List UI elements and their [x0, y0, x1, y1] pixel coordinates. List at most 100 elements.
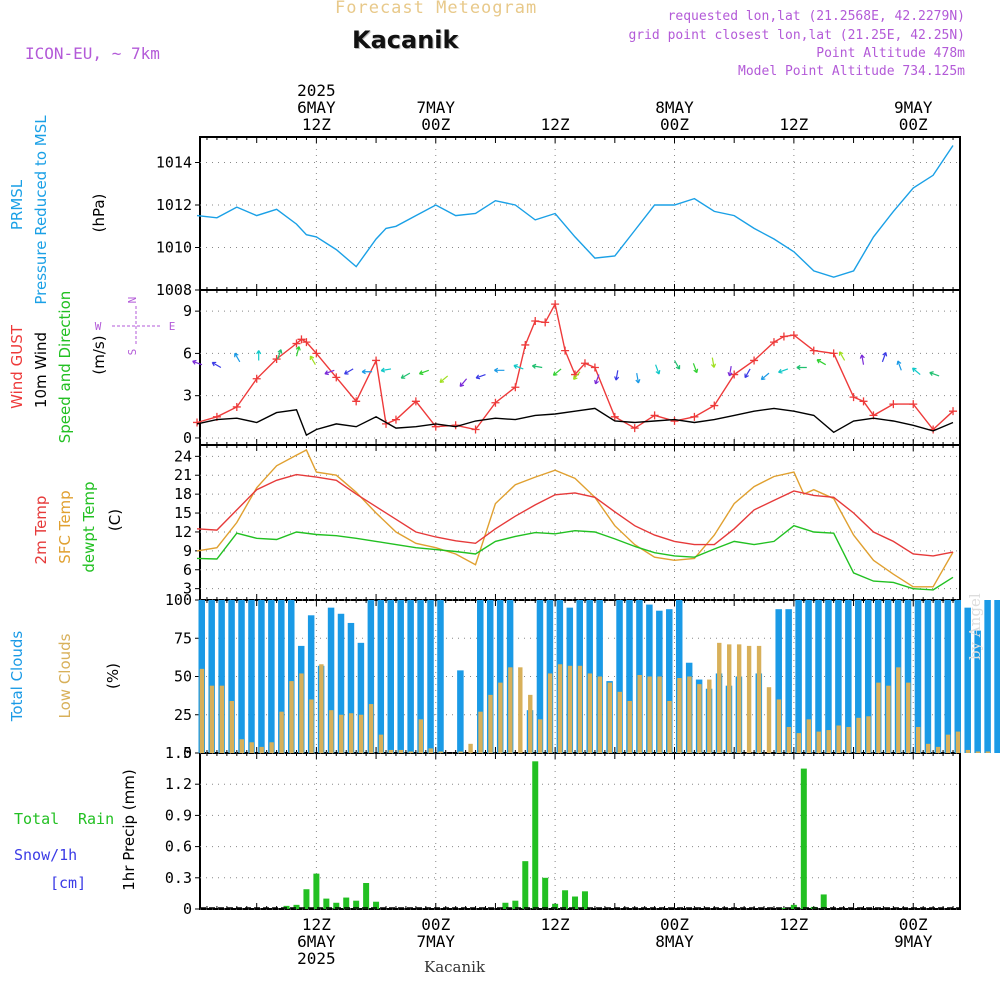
gust-line-marker [302, 338, 311, 347]
gust-line-marker [949, 407, 958, 416]
low-cloud-bar [418, 719, 424, 753]
low-cloud-bar [567, 665, 573, 753]
total-cloud-bar [437, 600, 444, 753]
gust-line-marker [630, 424, 639, 433]
low-cloud-bar [398, 749, 404, 753]
gust-line-marker [511, 383, 520, 392]
low-cloud-bar [279, 711, 284, 753]
total-cloud-bar [377, 600, 385, 753]
wind-direction-arrow [361, 369, 373, 375]
low-cloud-bar [906, 682, 911, 753]
low-clouds-label: Low Clouds [56, 633, 74, 718]
bottom-time-label: 00Z [660, 915, 689, 934]
low-cloud-bar [498, 682, 503, 753]
wind-direction-arrow [778, 368, 789, 374]
total-cloud-bar [397, 600, 404, 753]
total-cloud-bar [904, 600, 912, 753]
rain-bar [293, 904, 300, 909]
low-cloud-bar [975, 751, 981, 753]
total-cloud-bar [934, 600, 942, 753]
wind-direction-arrow [277, 349, 283, 360]
bottom-time-label: 12Z [302, 915, 331, 934]
wind-direction-arrow [760, 372, 770, 381]
chart-title: Forecast Meteogram [335, 0, 538, 18]
point-altitude: Point Altitude 478m [816, 46, 965, 61]
bottom-time-label: 6MAY [297, 932, 336, 951]
temp-unit-label: (C) [106, 509, 124, 531]
total-cloud-bar [944, 600, 952, 753]
total-cloud-bar [835, 600, 842, 753]
low-cloud-bar [587, 673, 593, 753]
total-cloud-bar [288, 600, 295, 753]
precip-ytick-label: 1.5 [165, 744, 192, 762]
total-cloud-bar [278, 600, 285, 753]
low-cloud-bar [199, 668, 205, 753]
total-cloud-bar [805, 600, 812, 753]
gust-line-marker [590, 363, 599, 372]
temp-sfc-label: SFC Temp [56, 490, 74, 563]
gust-line-marker [650, 411, 659, 420]
dewpt-line [196, 524, 954, 591]
total-cloud-bar [337, 613, 345, 753]
rain-bar [323, 898, 330, 909]
total-cloud-bar [984, 600, 991, 753]
gust-line-marker [710, 401, 719, 410]
rain-bar [800, 768, 807, 909]
wind-direction-arrow [881, 352, 888, 363]
total-cloud-bar [795, 600, 802, 753]
low-cloud-bar [229, 700, 235, 753]
top-time-label: 12Z [541, 115, 570, 134]
wind-direction-arrow [256, 350, 262, 361]
rain-bar [502, 902, 509, 909]
low-cloud-bar [945, 734, 951, 753]
low-cloud-bar [488, 694, 493, 753]
low-cloud-bar [408, 751, 414, 753]
gust-line-marker [789, 331, 798, 340]
gust-line-marker [551, 300, 560, 309]
wind-frame [199, 289, 961, 446]
total-cloud-bar [258, 600, 265, 753]
gust-line-marker [372, 356, 381, 365]
wind-direction-arrow [234, 352, 241, 363]
wind-line [196, 407, 954, 437]
total-cloud-bar [864, 600, 872, 753]
wind-ytick-label: 9 [183, 302, 192, 320]
top-time-label: 12Z [779, 115, 808, 134]
temperature-ytick-label: 12 [174, 523, 192, 541]
gust-line-marker [561, 346, 570, 355]
low-cloud-bar [547, 673, 553, 753]
station-name: Kacanik [352, 26, 459, 54]
wind-direction-arrow [459, 378, 468, 388]
total-cloud-bar [387, 600, 394, 753]
credit-watermark: by Angel [966, 593, 984, 660]
gust-line-marker [297, 335, 306, 344]
bottom-time-label: 12Z [779, 915, 808, 934]
temperature-ytick-label: 21 [174, 466, 192, 484]
top-time-label: 00Z [421, 115, 450, 134]
wind-direction-arrow [211, 361, 222, 369]
total-cloud-bar [884, 600, 892, 753]
total-cloud-bar [974, 630, 981, 753]
snow-unit-label: [cm] [50, 874, 86, 892]
total-cloud-bar [954, 600, 962, 753]
wind-direction-arrow [552, 368, 562, 376]
total-cloud-bar [626, 600, 633, 753]
total-cloud-bar [825, 600, 832, 753]
low-cloud-bar [349, 713, 354, 753]
low-cloud-bar [876, 682, 881, 753]
low-cloud-bar [319, 664, 324, 753]
low-cloud-bar [368, 704, 374, 753]
wind-ytick-label: 6 [183, 344, 192, 362]
low-cloud-bar [339, 714, 344, 753]
low-cloud-bar [925, 743, 931, 753]
wind-direction-arrow [309, 355, 316, 365]
clouds-ytick-label: 25 [174, 706, 192, 724]
total-cloud-bar [994, 600, 1000, 753]
low-cloud-bar [528, 694, 533, 753]
clouds-ytick-label: 0 [183, 744, 192, 762]
rain-label: Rain [78, 810, 114, 828]
wind-direction-arrow [475, 373, 486, 380]
total-cloud-bar [238, 600, 245, 753]
total-clouds-label: Total Clouds [8, 631, 26, 723]
pressure-frame [199, 136, 961, 291]
